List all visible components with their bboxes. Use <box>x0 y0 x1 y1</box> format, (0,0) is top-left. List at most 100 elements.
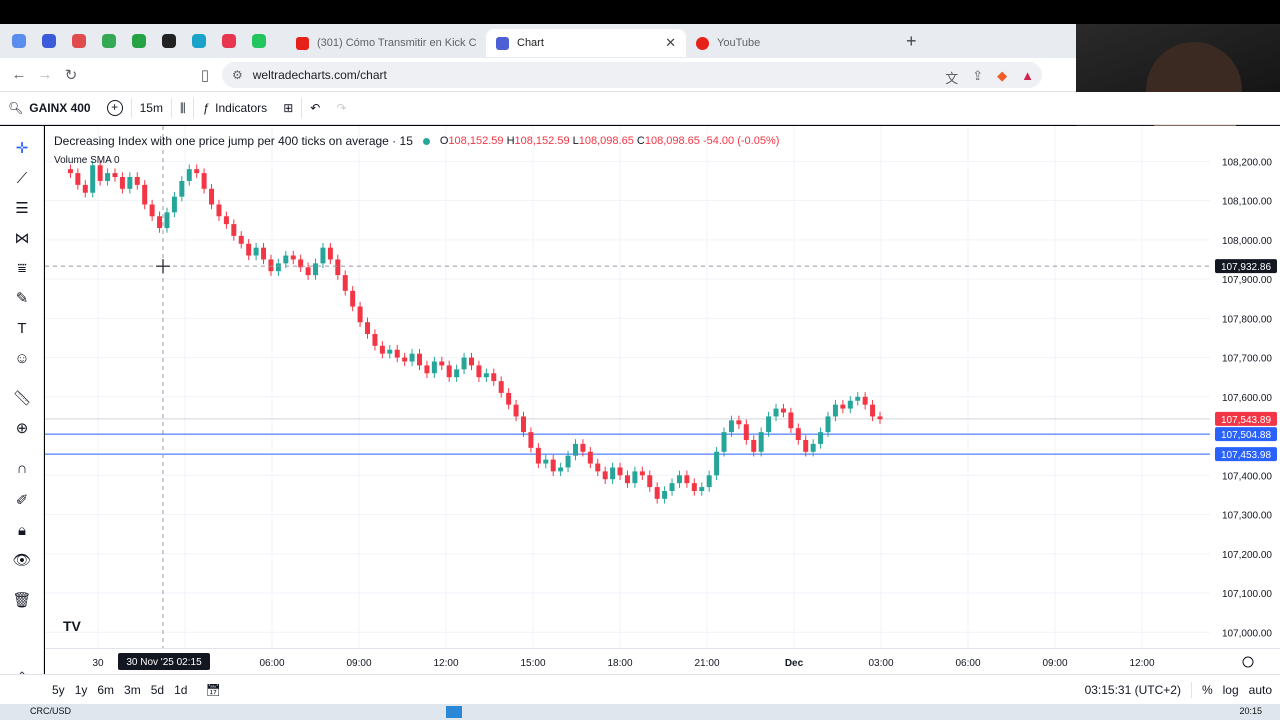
candle-body <box>238 235 244 244</box>
pin-9-icon[interactable] <box>246 28 272 54</box>
forward-icon[interactable]: → <box>37 66 53 83</box>
share-icon[interactable]: ⇪ <box>972 68 984 83</box>
emoji-icon[interactable]: ☺ <box>14 349 30 367</box>
crosshair-price-label: 107,932.86 <box>1221 262 1271 273</box>
tab-title: (301) Cómo Transmitir en Kick Con O <box>317 37 476 49</box>
pin-4-icon[interactable] <box>96 28 122 54</box>
new-tab-icon[interactable]: + <box>906 30 917 51</box>
candle-body <box>417 353 423 366</box>
tab-youtube[interactable]: YouTube <box>686 29 886 57</box>
pin-3-icon[interactable] <box>66 28 92 54</box>
candle-body <box>773 408 779 417</box>
range-1y[interactable]: 1y <box>74 682 88 697</box>
undo-button[interactable]: ↶ <box>302 92 328 124</box>
candle-body <box>751 439 757 452</box>
calendar-icon[interactable]: 📅︎ <box>205 682 221 697</box>
youtube-icon <box>296 36 309 50</box>
close-tab-icon[interactable]: ✕ <box>665 35 676 50</box>
candle-body <box>313 263 319 276</box>
ruler-icon[interactable]: 📏︎ <box>12 390 32 407</box>
range-1d[interactable]: 1d <box>174 682 188 697</box>
candle-body <box>97 165 103 181</box>
text-icon[interactable]: T <box>17 319 27 337</box>
url-field[interactable]: ⚙ weltradecharts.com/chart 文 ⇪ ◆ ▲ <box>222 62 1042 88</box>
site-info-icon[interactable]: ⚙ <box>232 68 243 82</box>
brave-rewards-icon[interactable]: ▲ <box>1021 68 1034 83</box>
brush-icon[interactable]: ✎ <box>15 290 29 307</box>
crosshair-icon[interactable]: ✛ <box>15 140 29 157</box>
fib-icon[interactable]: ☰ <box>15 200 29 217</box>
bookmark-icon[interactable]: ▯ <box>200 66 210 84</box>
price-chart[interactable]: 108,200.00 108,100.00 108,000.00 107,900.00… <box>45 126 1280 648</box>
candle-body <box>223 216 229 225</box>
trash-icon[interactable]: 🗑︎ <box>12 592 32 609</box>
magnet-icon[interactable]: ∩ <box>16 459 28 477</box>
zoom-in-icon[interactable]: ⊕ <box>15 420 29 437</box>
symbol-search[interactable]: 🔍︎ GAINX 400 <box>0 92 99 124</box>
candle-body <box>862 396 868 405</box>
price-tick-label: 108,000.00 <box>1222 236 1272 247</box>
interval-button[interactable]: 15m <box>132 92 171 124</box>
candle-body <box>632 471 638 484</box>
range-5d[interactable]: 5d <box>150 682 165 697</box>
pattern-icon[interactable]: ⋈ <box>14 230 30 247</box>
pin-2-icon[interactable] <box>36 28 62 54</box>
pin-1-icon[interactable] <box>6 28 32 54</box>
settings-gear-icon[interactable] <box>1242 656 1254 668</box>
time-axis[interactable]: 30 06:00 09:00 12:00 15:00 18:00 21:00 Dec 03:00… <box>45 648 1280 674</box>
prediction-icon[interactable]: ⩸ <box>17 259 27 277</box>
tradingview-logo: TV <box>63 618 82 634</box>
market-status-icon <box>422 137 430 145</box>
youtube-icon <box>696 36 709 50</box>
time-tick-label: 03:00 <box>868 658 893 669</box>
time-tick-label: 18:00 <box>607 658 632 669</box>
chart-legend: Decreasing Index with one price jump per… <box>54 134 779 148</box>
price-tick-label: 107,900.00 <box>1222 275 1272 286</box>
ticker-widget[interactable]: CRC/USD <box>30 706 72 716</box>
templates-button[interactable]: ⊞ <box>275 92 301 124</box>
legend-title: Decreasing Index with one price jump per… <box>54 134 413 148</box>
lock-icon[interactable]: 🔒︎ <box>18 521 26 539</box>
auto-toggle[interactable]: auto <box>1248 682 1272 697</box>
chart-area[interactable]: 108,200.00 108,100.00 108,000.00 107,900.00… <box>45 126 1280 648</box>
pin-5-icon[interactable] <box>126 28 152 54</box>
eye-icon[interactable]: 👁︎ <box>12 552 32 569</box>
range-3m[interactable]: 3m <box>124 682 141 697</box>
level-price-label: 107,543.89 <box>1221 415 1271 426</box>
candle-body <box>483 373 489 378</box>
draw-mode-icon[interactable]: ✐ <box>15 492 29 509</box>
candle-body <box>877 416 883 420</box>
candle-body <box>105 173 111 181</box>
start-icon[interactable] <box>446 706 462 718</box>
os-taskbar: CRC/USD 20:15 <box>0 704 1280 720</box>
level-price-label-bg <box>1215 411 1277 426</box>
candle-body <box>810 443 816 452</box>
chart-type-button[interactable]: ⫼ <box>172 92 194 124</box>
trend-line-icon[interactable]: ⟋ <box>16 169 28 187</box>
redo-button[interactable]: ↷ <box>328 92 354 124</box>
compare-button[interactable]: + <box>99 92 131 124</box>
pin-7-icon[interactable] <box>186 28 212 54</box>
candle-body <box>194 169 200 174</box>
indicators-button[interactable]: ƒ Indicators <box>194 92 275 124</box>
tab-youtube-video[interactable]: (301) Cómo Transmitir en Kick Con O <box>286 29 486 57</box>
candle-body <box>164 212 170 229</box>
translate-icon[interactable]: 文 <box>945 71 959 86</box>
candle-body <box>209 188 215 205</box>
candle-body <box>662 491 668 499</box>
clock[interactable]: 03:15:31 (UTC+2) <box>1084 682 1181 697</box>
log-toggle[interactable]: log <box>1222 682 1239 697</box>
back-icon[interactable]: ← <box>11 66 27 83</box>
candle-body <box>350 290 356 307</box>
candle-body <box>454 369 460 378</box>
percent-toggle[interactable]: % <box>1201 682 1213 697</box>
tab-chart[interactable]: Chart ✕ <box>486 29 686 57</box>
candle-body <box>446 365 452 378</box>
pin-8-icon[interactable] <box>216 28 242 54</box>
pin-6-icon[interactable] <box>156 28 182 54</box>
brave-shield-icon[interactable]: ◆ <box>997 68 1008 83</box>
symbol-label: GAINX 400 <box>29 101 91 115</box>
range-5y[interactable]: 5y <box>52 682 65 697</box>
range-6m[interactable]: 6m <box>97 682 115 697</box>
reload-icon[interactable]: ↻ <box>64 66 78 84</box>
